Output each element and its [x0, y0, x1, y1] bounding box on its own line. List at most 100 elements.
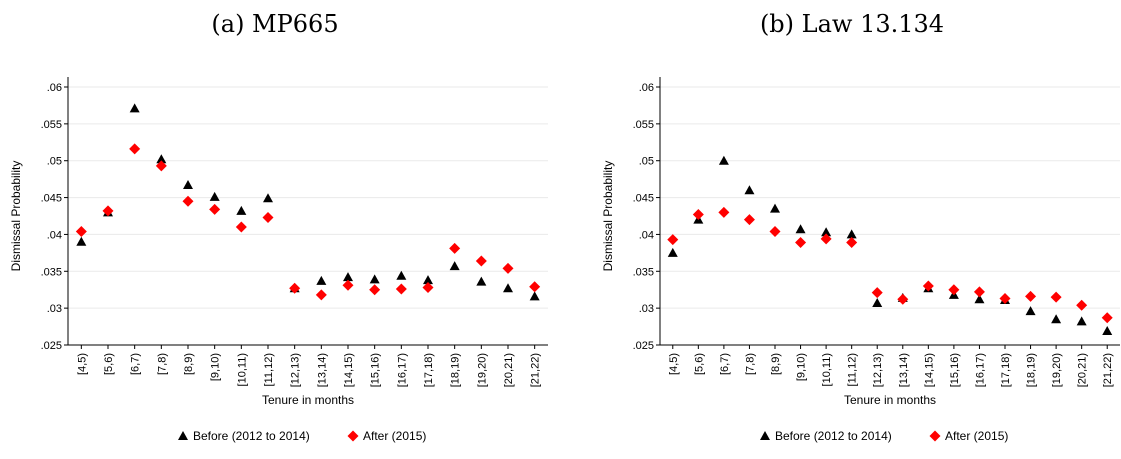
before-point	[183, 180, 193, 190]
before-point	[795, 224, 806, 234]
after-point	[369, 284, 381, 296]
after-point	[948, 284, 960, 296]
before-point	[423, 275, 433, 285]
x-tick-label: [21,22)	[1102, 353, 1114, 387]
x-tick-label: [5,6)	[693, 353, 705, 375]
x-tick-label: [5,6)	[103, 353, 115, 375]
y-tick-label: .025	[633, 340, 654, 352]
y-tick-label: .04	[47, 229, 62, 241]
before-point	[974, 294, 985, 304]
legend-after-label: After (2015)	[363, 429, 426, 443]
legend-after-label: After (2015)	[945, 429, 1008, 443]
x-tick-label: [11,12)	[263, 353, 275, 386]
before-point	[1051, 314, 1062, 324]
after-point	[1025, 290, 1037, 302]
before-point	[529, 291, 540, 301]
after-point	[846, 237, 858, 249]
y-tick-label: .06	[47, 82, 62, 94]
y-tick-label: .03	[47, 303, 62, 315]
legend-after-marker	[347, 430, 359, 442]
x-tick-label: [16,17)	[974, 353, 986, 387]
x-tick-label: [18,19)	[450, 353, 462, 387]
y-axis-label: Dismissal Probability	[9, 161, 23, 272]
legend-before-marker	[760, 431, 770, 440]
x-tick-label: [4,5)	[76, 353, 88, 375]
x-tick-label: [15,16)	[370, 353, 382, 387]
y-tick-label: .025	[41, 340, 62, 352]
after-point	[342, 279, 354, 291]
before-point	[872, 297, 883, 307]
legend: Before (2012 to 2014) After (2015)	[760, 429, 1008, 443]
y-tick-label: .055	[41, 119, 62, 131]
panel-title: (b) Law 13.134	[760, 10, 944, 38]
x-tick-label: [21,22)	[530, 353, 542, 387]
after-point	[769, 225, 781, 237]
after-point	[820, 233, 832, 245]
x-tick-label: [8,9)	[770, 353, 782, 375]
legend: Before (2012 to 2014) After (2015)	[178, 429, 426, 443]
before-point	[1025, 306, 1036, 316]
before-point	[667, 247, 678, 257]
x-tick-label: [17,18)	[423, 353, 435, 387]
x-tick-label: [7,8)	[156, 353, 168, 375]
before-point	[476, 276, 487, 286]
y-tick-label: .055	[633, 119, 654, 131]
x-tick-label: [18,19)	[1026, 353, 1038, 387]
before-point	[129, 103, 140, 113]
y-tick-label: .06	[639, 82, 654, 94]
after-point	[315, 289, 327, 301]
before-point	[718, 155, 729, 165]
x-tick-label: [4,5)	[668, 353, 680, 375]
after-point	[475, 255, 487, 267]
x-tick-label: [13,14)	[898, 353, 910, 387]
after-point	[395, 283, 407, 295]
x-tick-label: [12,13)	[872, 353, 884, 387]
before-point	[263, 193, 273, 203]
x-axis-label: Tenure in months	[844, 393, 936, 407]
before-point	[396, 270, 407, 280]
before-point	[209, 191, 220, 201]
after-point	[999, 293, 1011, 305]
before-point	[369, 274, 380, 284]
after-point	[209, 203, 221, 215]
y-tick-label: .04	[639, 229, 654, 241]
after-point	[718, 206, 730, 218]
x-tick-label: [12,13)	[290, 353, 302, 387]
x-tick-label: [11,12)	[847, 353, 859, 386]
legend-before-marker	[178, 431, 188, 440]
before-point	[1076, 316, 1087, 326]
y-tick-label: .03	[639, 303, 654, 315]
x-tick-label: [7,8)	[744, 353, 756, 375]
x-tick-label: [20,21)	[1077, 353, 1089, 387]
before-point	[503, 283, 513, 293]
x-tick-label: [8,9)	[183, 353, 195, 375]
after-point	[155, 160, 167, 172]
x-tick-label: [14,15)	[343, 353, 355, 387]
after-point	[897, 293, 909, 305]
legend-before-label: Before (2012 to 2014)	[193, 429, 310, 443]
x-tick-label: [14,15)	[923, 353, 935, 387]
before-point	[846, 229, 857, 239]
after-point	[449, 242, 461, 254]
x-tick-label: [10,11)	[236, 353, 248, 386]
panel-title: (a) MP665	[211, 10, 338, 38]
x-tick-label: [16,17)	[396, 353, 408, 387]
y-tick-label: .045	[41, 193, 62, 205]
y-tick-label: .05	[639, 156, 654, 168]
after-point	[973, 286, 985, 298]
after-point	[692, 209, 704, 221]
after-point	[235, 221, 247, 233]
before-point	[1102, 325, 1113, 335]
after-point	[922, 280, 934, 292]
x-tick-label: [15,16)	[949, 353, 961, 387]
before-point	[76, 236, 87, 246]
after-point	[1050, 291, 1062, 303]
x-tick-label: [20,21)	[503, 353, 515, 387]
after-point	[289, 282, 301, 294]
after-point	[182, 195, 194, 207]
x-tick-label: [19,20)	[476, 353, 488, 387]
x-tick-label: [6,7)	[719, 353, 731, 375]
before-point	[156, 154, 167, 164]
before-point	[770, 203, 780, 213]
